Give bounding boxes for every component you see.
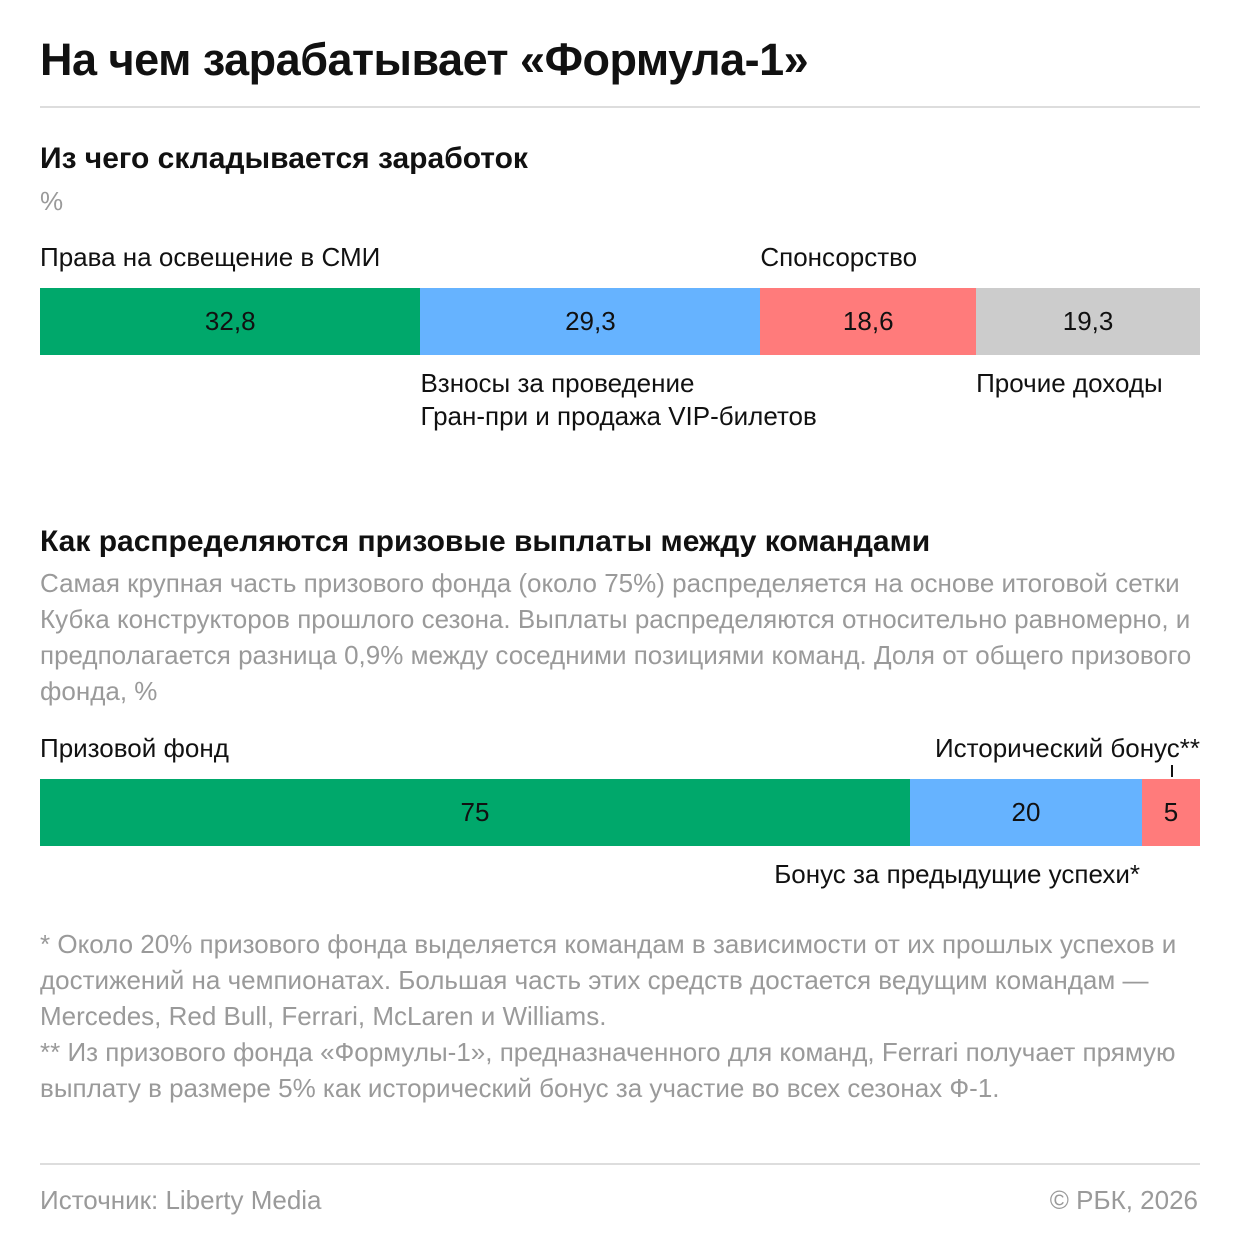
legend-label: Права на освещение в СМИ — [40, 242, 381, 272]
footnote: * Около 20% призового фонда выделяется к… — [40, 929, 1177, 1031]
source: Источник: Liberty Media — [40, 1185, 322, 1215]
copyright: © РБК, 2026 — [1049, 1185, 1198, 1215]
bar-segment: 32,8 — [40, 288, 421, 355]
legend-label: Взносы за проведение Гран-при и продажа … — [420, 368, 817, 431]
footnote: ** Из призового фонда «Формулы-1», предн… — [40, 1037, 1176, 1103]
legend-label: Спонсорство — [760, 242, 918, 272]
bar-segment: 20 — [910, 779, 1142, 846]
bar-segment: 5 — [1142, 779, 1200, 846]
divider — [40, 1163, 1200, 1165]
label-tick — [1171, 765, 1173, 777]
chart-subtitle: Самая крупная часть призового фонда (око… — [40, 568, 1192, 706]
chart-subtitle: % — [40, 186, 64, 216]
legend-label: Исторический бонус** — [934, 733, 1200, 763]
legend-label: Призовой фонд — [40, 733, 229, 763]
bar-segment: 29,3 — [420, 288, 761, 355]
legend-label: Бонус за предыдущие успехи* — [774, 859, 1140, 889]
bar-segment: 18,6 — [760, 288, 977, 355]
footnotes: * Около 20% призового фонда выделяется к… — [40, 926, 1200, 1106]
bar-segment: 19,3 — [976, 288, 1200, 355]
chart-title: Как распределяются призовые выплаты межд… — [40, 525, 931, 558]
divider — [40, 106, 1200, 108]
page-title: На чем зарабатывает «Формула-1» — [40, 34, 809, 85]
chart-title: Из чего складывается заработок — [40, 142, 528, 175]
bar-segment: 75 — [40, 779, 910, 846]
legend-label: Прочие доходы — [976, 368, 1163, 398]
